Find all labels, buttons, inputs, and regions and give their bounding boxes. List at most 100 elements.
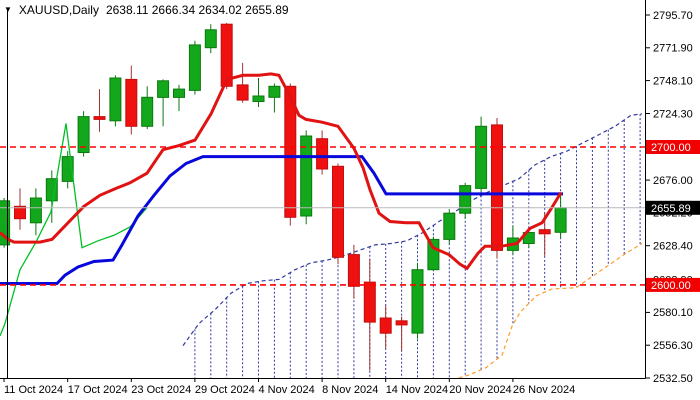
candle <box>284 83 297 226</box>
x-axis-label: 23 Oct 2024 <box>131 384 191 396</box>
candle <box>332 163 344 265</box>
y-axis[interactable]: 2652.202603.902795.702771.902748.102724.… <box>645 10 693 385</box>
svg-text:2655.89: 2655.89 <box>651 203 691 215</box>
candle-body <box>459 185 472 214</box>
candle-body <box>93 116 106 120</box>
candle-body <box>443 212 456 240</box>
candle-body <box>363 281 376 323</box>
x-axis-label: 20 Nov 2024 <box>449 384 511 396</box>
symbol-dropdown-icon[interactable]: ▼ <box>4 5 12 14</box>
candle-body <box>554 207 567 233</box>
svg-text:2600.00: 2600.00 <box>651 280 691 292</box>
x-axis-label: 11 Oct 2024 <box>4 384 63 396</box>
svg-text:2700.00: 2700.00 <box>651 142 691 154</box>
candle-body <box>204 29 217 49</box>
candle <box>443 209 456 244</box>
candle-body <box>0 200 11 246</box>
candle-body <box>188 44 201 91</box>
candle-body <box>347 254 360 287</box>
senkou-span-a-line <box>182 113 643 346</box>
candle <box>252 78 265 107</box>
candle <box>188 40 201 95</box>
candle <box>109 75 122 127</box>
candle <box>29 188 42 236</box>
x-axis-label: 14 Nov 2024 <box>386 384 448 396</box>
candle <box>491 118 503 259</box>
current-price-badge: 2655.89 <box>646 200 700 215</box>
candle <box>14 188 26 230</box>
candle-body <box>220 23 233 87</box>
candle-body <box>157 80 170 98</box>
candle <box>236 62 249 103</box>
x-axis-label: 26 Nov 2024 <box>513 384 575 396</box>
candle <box>45 170 58 223</box>
candle-body <box>109 77 122 122</box>
candle-body <box>125 78 138 127</box>
candle <box>363 258 376 371</box>
candle <box>0 198 11 248</box>
candle <box>141 86 154 130</box>
candle <box>459 182 472 219</box>
chikou-span-line <box>0 123 148 337</box>
y-axis-label: 2795.70 <box>653 10 693 22</box>
candle-body <box>45 178 58 202</box>
candle-body <box>141 96 154 127</box>
candle-body <box>61 156 74 182</box>
candle-body <box>14 205 26 220</box>
candle <box>157 79 170 127</box>
ohlc-values-label: 2638.11 2666.34 2634.02 2655.89 <box>105 3 289 17</box>
price-level-badge-2700.00: 2700.00 <box>646 140 700 154</box>
x-axis-label: 17 Oct 2024 <box>68 384 128 396</box>
plot-area[interactable] <box>0 22 645 380</box>
price-level-badge-2600.00: 2600.00 <box>646 277 700 292</box>
tenkan-sen-line <box>0 72 563 271</box>
y-axis-label: 2724.30 <box>653 108 693 120</box>
y-axis-label: 2676.00 <box>653 175 693 187</box>
candle-body <box>173 88 185 98</box>
candle-body <box>252 95 265 102</box>
candle-body <box>236 84 249 101</box>
candle <box>395 316 408 352</box>
y-axis-label: 2580.10 <box>653 307 693 319</box>
candle-body <box>475 125 488 189</box>
candle <box>93 89 106 132</box>
candle <box>204 24 217 54</box>
symbol-timeframe-label: XAUUSD,Daily <box>18 3 99 17</box>
x-axis[interactable]: 11 Oct 2024 17 Oct 2024 23 Oct 2024 29 Oct … <box>3 378 575 397</box>
candle <box>268 83 281 113</box>
candle-body <box>268 85 281 98</box>
ichimoku-cloud <box>182 113 643 379</box>
candle-body <box>29 197 42 224</box>
candle-body <box>77 116 90 153</box>
candle-body <box>300 135 313 217</box>
senkou-span-b-line <box>455 242 643 379</box>
candle <box>475 116 488 196</box>
x-axis-label: 29 Oct 2024 <box>195 384 255 396</box>
y-axis-label: 2628.40 <box>653 241 693 253</box>
candle-body <box>379 317 392 334</box>
kijun-sen-line <box>0 155 563 285</box>
chart-title: ▼ XAUUSD,Daily 2638.11 2666.34 2634.02 2… <box>4 3 289 17</box>
candle-body <box>316 138 329 170</box>
y-axis-label: 2556.30 <box>653 340 693 352</box>
candle <box>316 130 329 175</box>
candle-body <box>538 229 551 235</box>
candle <box>61 151 74 189</box>
candle-body <box>491 124 503 251</box>
candle <box>379 305 392 349</box>
candle <box>77 111 90 157</box>
candle <box>173 84 185 112</box>
candle <box>125 65 138 135</box>
candle-body <box>284 85 297 218</box>
y-axis-label: 2771.90 <box>653 43 693 55</box>
candle-body <box>395 320 408 326</box>
candle-body <box>332 165 344 258</box>
x-axis-label: 8 Nov 2024 <box>322 384 378 396</box>
candle-body <box>427 238 440 271</box>
candle-body <box>411 269 424 334</box>
candle <box>300 130 313 225</box>
y-axis-label: 2532.50 <box>653 373 693 385</box>
candle <box>411 262 424 339</box>
